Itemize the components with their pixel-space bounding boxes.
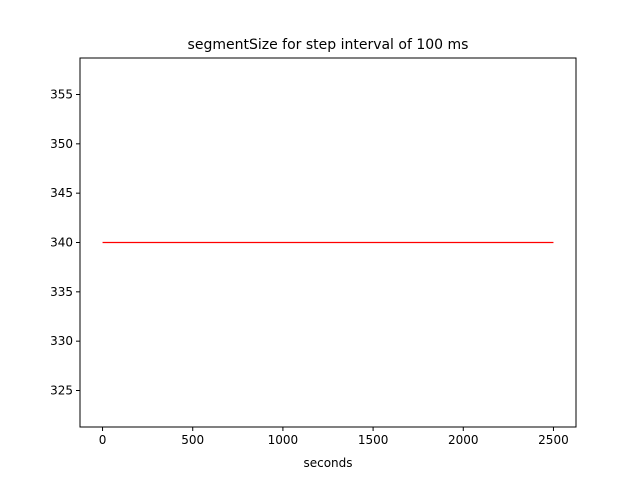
y-tick-label: 335 [50,285,73,299]
y-tick-label: 330 [50,334,73,348]
x-tick-label: 2000 [448,433,479,447]
y-tick-label: 350 [50,137,73,151]
x-axis-label: seconds [303,456,352,470]
y-tick-label: 345 [50,186,73,200]
x-tick-label: 2500 [538,433,569,447]
x-tick-label: 500 [181,433,204,447]
x-tick-label: 1000 [268,433,299,447]
y-axis: 325 330 335 340 345 350 355 [50,88,80,397]
x-axis: 0 500 1000 1500 2000 2500 [99,427,569,447]
y-tick-label: 325 [50,383,73,397]
x-tick-label: 0 [99,433,107,447]
chart-title: segmentSize for step interval of 100 ms [188,37,469,53]
y-tick-label: 340 [50,236,73,250]
y-tick-label: 355 [50,88,73,102]
x-tick-label: 1500 [358,433,389,447]
